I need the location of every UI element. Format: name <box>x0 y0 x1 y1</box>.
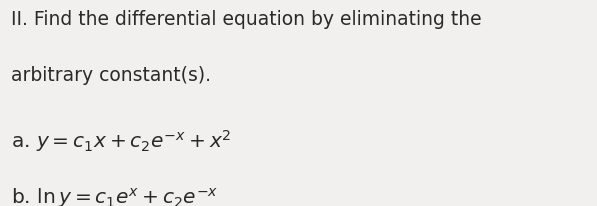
Text: a. $y = c_1x + c_2e^{-x} + x^2$: a. $y = c_1x + c_2e^{-x} + x^2$ <box>11 128 231 153</box>
Text: II. Find the differential equation by eliminating the: II. Find the differential equation by el… <box>11 10 481 29</box>
Text: b. $\ln y = c_1e^{x} + c_2e^{-x}$: b. $\ln y = c_1e^{x} + c_2e^{-x}$ <box>11 185 218 206</box>
Text: arbitrary constant(s).: arbitrary constant(s). <box>11 66 211 85</box>
